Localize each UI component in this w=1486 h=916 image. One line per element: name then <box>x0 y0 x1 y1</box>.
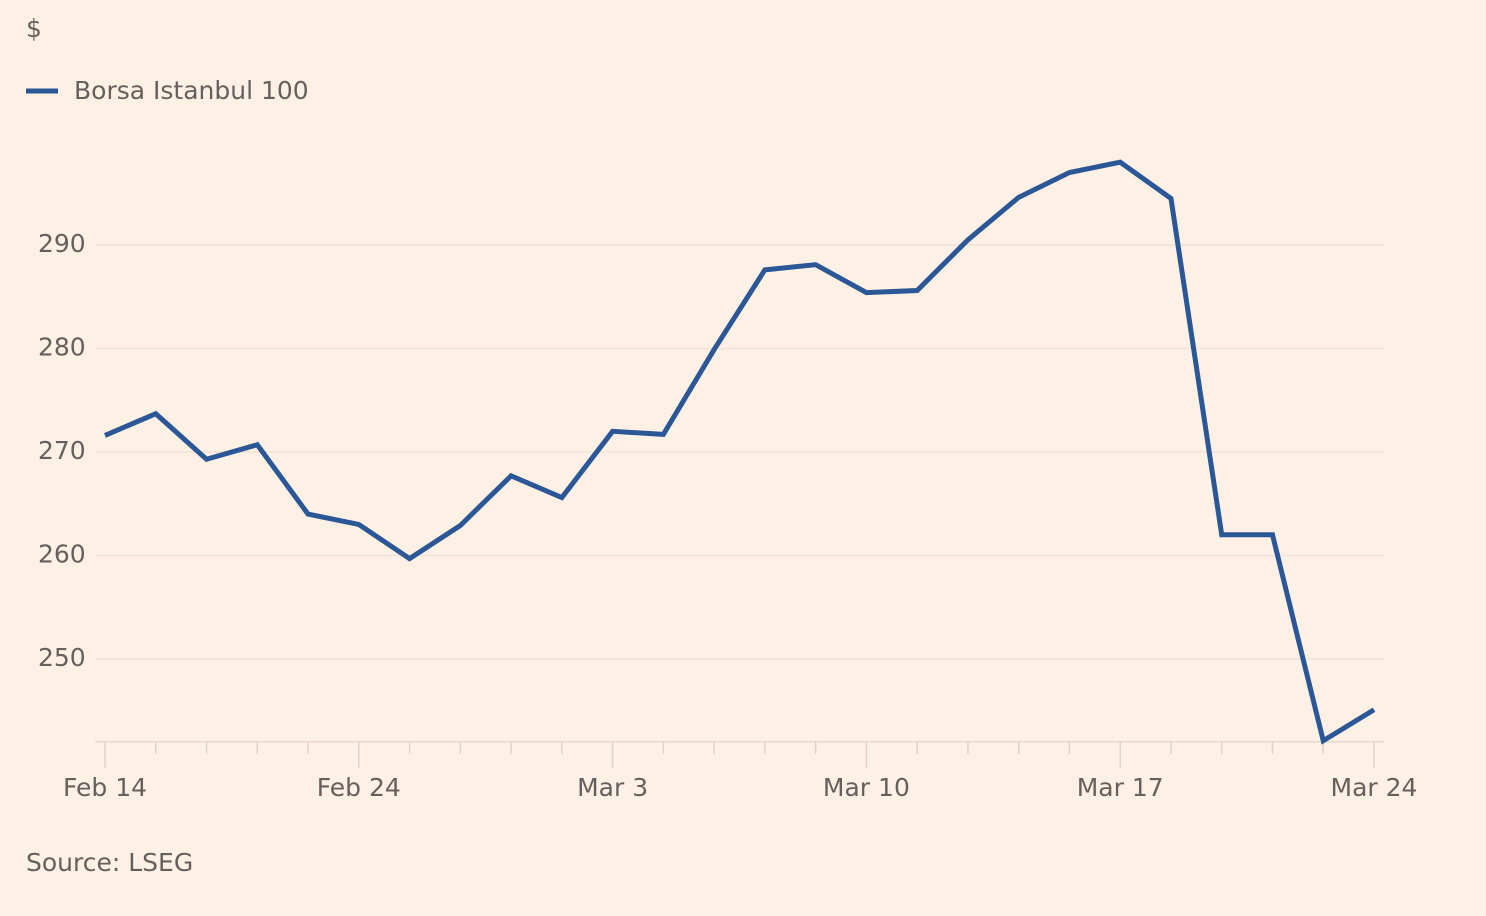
source: Source: LSEG <box>26 848 193 877</box>
x-tick-label: Mar 10 <box>823 773 910 802</box>
y-tick-label: 250 <box>38 643 86 672</box>
x-tick-label: Feb 24 <box>317 773 401 802</box>
y-tick-label: 290 <box>38 229 86 258</box>
y-tick-label: 280 <box>38 333 86 362</box>
x-tick-label: Mar 3 <box>577 773 648 802</box>
line <box>104 159 1376 745</box>
x-tick-label: Mar 24 <box>1331 773 1418 802</box>
x-tick-label: Mar 17 <box>1077 773 1164 802</box>
x-tick-label: Feb 14 <box>63 773 147 802</box>
y-tick-label: 260 <box>38 540 86 569</box>
y-tick-label: 270 <box>38 436 86 465</box>
legend-label: Borsa Istanbul 100 <box>74 76 309 105</box>
y-unit: $ <box>26 14 42 43</box>
